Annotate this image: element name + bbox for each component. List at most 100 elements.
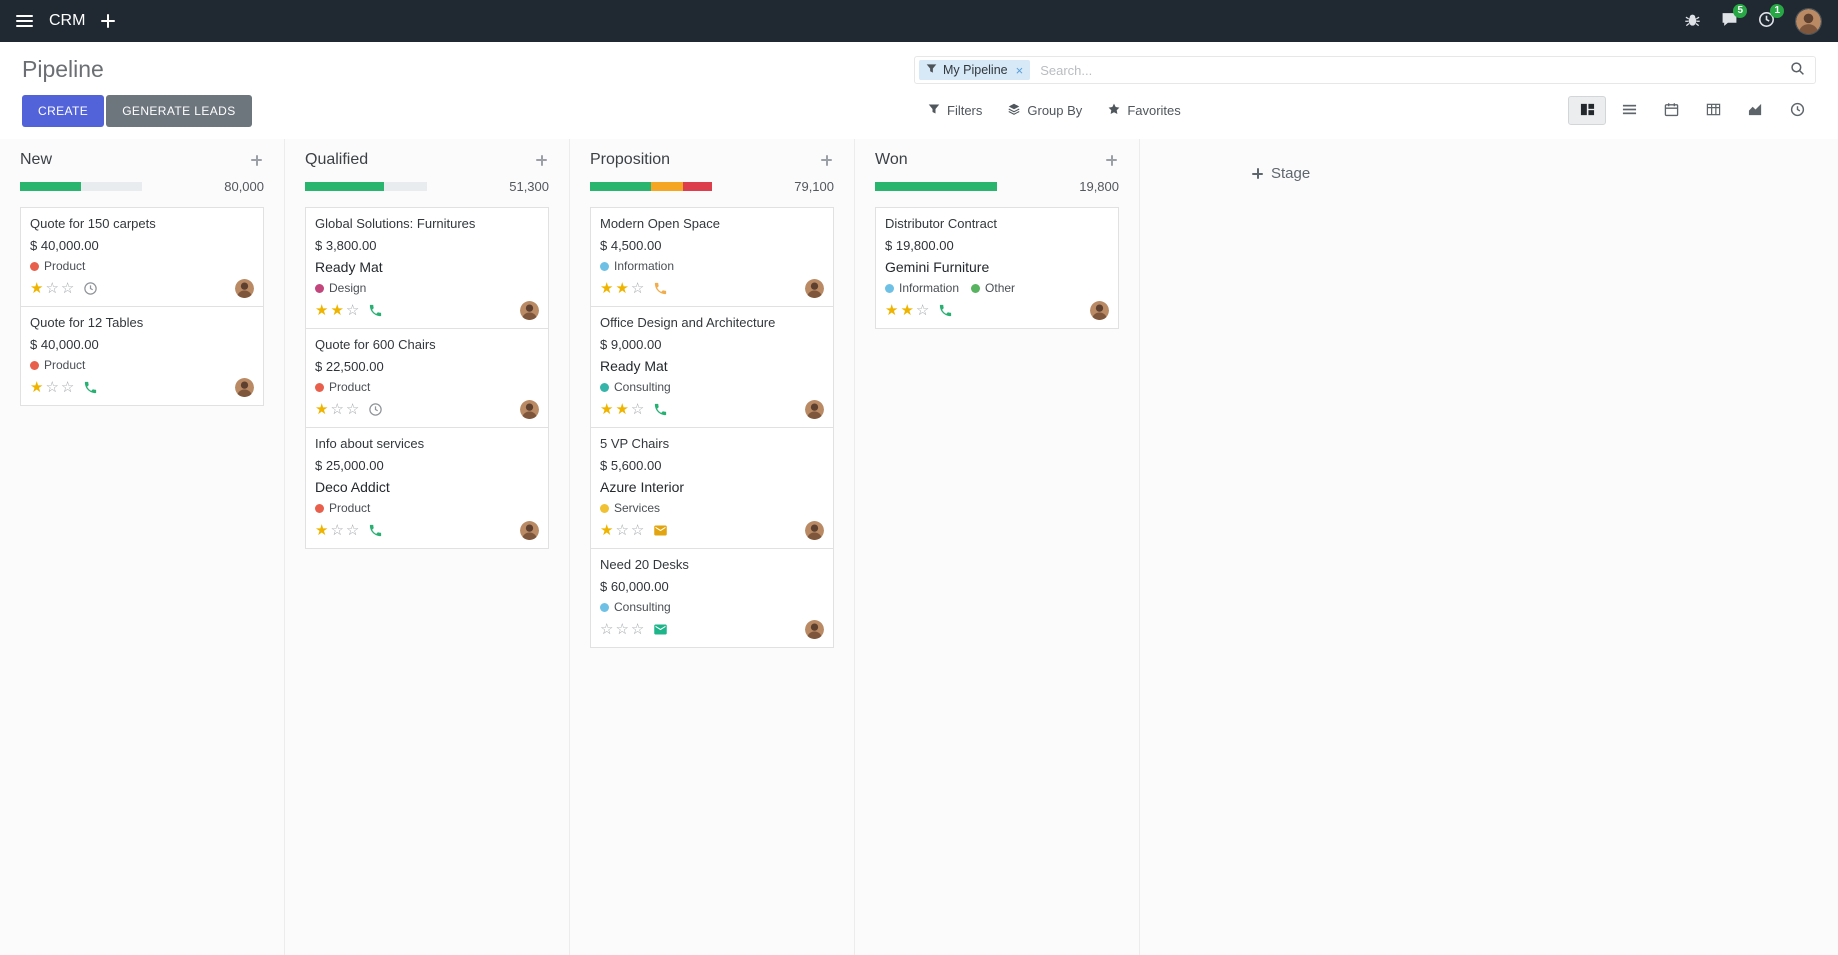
column-title[interactable]: Won xyxy=(875,151,908,168)
group-by-menu[interactable]: Group By xyxy=(1008,103,1082,118)
star-filled-icon[interactable] xyxy=(885,303,898,318)
filters-menu[interactable]: Filters xyxy=(928,103,982,118)
card-activity-button[interactable] xyxy=(83,380,98,395)
star-filled-icon[interactable] xyxy=(615,281,628,296)
card-activity-button[interactable] xyxy=(368,303,383,318)
star-filled-icon[interactable] xyxy=(600,402,613,417)
progress-segment[interactable] xyxy=(682,182,712,191)
star-filled-icon[interactable] xyxy=(615,402,628,417)
star-filled-icon[interactable] xyxy=(315,402,328,417)
debug-button[interactable] xyxy=(1684,11,1701,31)
kanban-card[interactable]: Quote for 12 Tables $ 40,000.00 Product xyxy=(20,306,264,406)
kanban-card[interactable]: Global Solutions: Furnitures $ 3,800.00 … xyxy=(305,207,549,329)
add-card-button[interactable] xyxy=(1104,153,1119,168)
view-graph-button[interactable] xyxy=(1736,96,1774,125)
card-activity-button[interactable] xyxy=(653,402,668,417)
kanban-card[interactable]: Info about services $ 25,000.00 Deco Add… xyxy=(305,427,549,549)
star-filled-icon[interactable] xyxy=(900,303,913,318)
column-progressbar[interactable] xyxy=(305,182,427,191)
star-empty-icon[interactable] xyxy=(45,380,58,395)
star-filled-icon[interactable] xyxy=(315,523,328,538)
star-filled-icon[interactable] xyxy=(30,380,43,395)
salesperson-avatar[interactable] xyxy=(805,279,824,298)
generate-leads-button[interactable]: GENERATE LEADS xyxy=(106,95,252,127)
column-title[interactable]: New xyxy=(20,151,53,168)
star-empty-icon[interactable] xyxy=(615,523,628,538)
kanban-card[interactable]: Office Design and Architecture $ 9,000.0… xyxy=(590,306,834,428)
column-title[interactable]: Qualified xyxy=(305,151,369,168)
progress-segment[interactable] xyxy=(875,182,997,191)
star-empty-icon[interactable] xyxy=(346,523,359,538)
salesperson-avatar[interactable] xyxy=(520,400,539,419)
star-empty-icon[interactable] xyxy=(615,622,628,637)
salesperson-avatar[interactable] xyxy=(235,279,254,298)
star-filled-icon[interactable] xyxy=(315,303,328,318)
salesperson-avatar[interactable] xyxy=(520,521,539,540)
column-progressbar[interactable] xyxy=(20,182,142,191)
app-name[interactable]: CRM xyxy=(49,12,86,29)
star-empty-icon[interactable] xyxy=(45,281,58,296)
card-activity-button[interactable] xyxy=(653,523,668,538)
quick-add-button[interactable] xyxy=(101,14,116,28)
card-activity-button[interactable] xyxy=(938,303,953,318)
view-activity-button[interactable] xyxy=(1778,96,1816,125)
facet-remove-button[interactable]: × xyxy=(1015,62,1024,78)
card-activity-button[interactable] xyxy=(368,402,383,417)
card-activity-button[interactable] xyxy=(653,281,668,296)
star-empty-icon[interactable] xyxy=(61,380,74,395)
kanban-card[interactable]: Quote for 150 carpets $ 40,000.00 Produc… xyxy=(20,207,264,307)
star-filled-icon[interactable] xyxy=(600,281,613,296)
progress-segment[interactable] xyxy=(590,182,651,191)
salesperson-avatar[interactable] xyxy=(1090,301,1109,320)
card-activity-button[interactable] xyxy=(653,622,668,637)
star-empty-icon[interactable] xyxy=(631,622,644,637)
progress-segment[interactable] xyxy=(20,182,81,191)
column-progressbar[interactable] xyxy=(875,182,997,191)
star-empty-icon[interactable] xyxy=(346,303,359,318)
kanban-card[interactable]: Modern Open Space $ 4,500.00 Information xyxy=(590,207,834,307)
search-bar[interactable]: My Pipeline × xyxy=(914,56,1816,84)
activities-button[interactable]: 1 xyxy=(1758,4,1784,31)
kanban-card[interactable]: Need 20 Desks $ 60,000.00 Consulting xyxy=(590,548,834,648)
user-avatar[interactable] xyxy=(1795,7,1822,35)
star-empty-icon[interactable] xyxy=(330,523,343,538)
add-stage-button[interactable]: Stage xyxy=(1252,165,1310,182)
progress-segment[interactable] xyxy=(651,182,683,191)
search-input[interactable] xyxy=(1030,62,1790,78)
view-calendar-button[interactable] xyxy=(1652,96,1690,125)
star-filled-icon[interactable] xyxy=(330,303,343,318)
card-activity-button[interactable] xyxy=(83,281,98,296)
salesperson-avatar[interactable] xyxy=(805,400,824,419)
progress-segment[interactable] xyxy=(305,182,385,191)
add-card-button[interactable] xyxy=(819,153,834,168)
salesperson-avatar[interactable] xyxy=(805,521,824,540)
apps-menu-button[interactable] xyxy=(16,12,33,30)
star-empty-icon[interactable] xyxy=(631,281,644,296)
star-empty-icon[interactable] xyxy=(330,402,343,417)
search-button[interactable] xyxy=(1790,61,1805,79)
star-empty-icon[interactable] xyxy=(61,281,74,296)
view-list-button[interactable] xyxy=(1610,96,1648,125)
kanban-card[interactable]: Quote for 600 Chairs $ 22,500.00 Product xyxy=(305,328,549,428)
star-empty-icon[interactable] xyxy=(631,523,644,538)
add-card-button[interactable] xyxy=(534,153,549,168)
column-title[interactable]: Proposition xyxy=(590,151,671,168)
column-progressbar[interactable] xyxy=(590,182,712,191)
kanban-card[interactable]: 5 VP Chairs $ 5,600.00 Azure Interior Se… xyxy=(590,427,834,549)
messages-button[interactable]: 5 xyxy=(1721,4,1747,31)
search-facet[interactable]: My Pipeline × xyxy=(919,60,1031,80)
card-activity-button[interactable] xyxy=(368,523,383,538)
kanban-card[interactable]: Distributor Contract $ 19,800.00 Gemini … xyxy=(875,207,1119,329)
salesperson-avatar[interactable] xyxy=(520,301,539,320)
salesperson-avatar[interactable] xyxy=(235,378,254,397)
star-empty-icon[interactable] xyxy=(631,402,644,417)
star-filled-icon[interactable] xyxy=(30,281,43,296)
salesperson-avatar[interactable] xyxy=(805,620,824,639)
add-card-button[interactable] xyxy=(249,153,264,168)
star-empty-icon[interactable] xyxy=(600,622,613,637)
star-empty-icon[interactable] xyxy=(916,303,929,318)
create-button[interactable]: CREATE xyxy=(22,95,105,127)
star-empty-icon[interactable] xyxy=(346,402,359,417)
view-pivot-button[interactable] xyxy=(1694,96,1732,125)
view-kanban-button[interactable] xyxy=(1568,96,1606,125)
